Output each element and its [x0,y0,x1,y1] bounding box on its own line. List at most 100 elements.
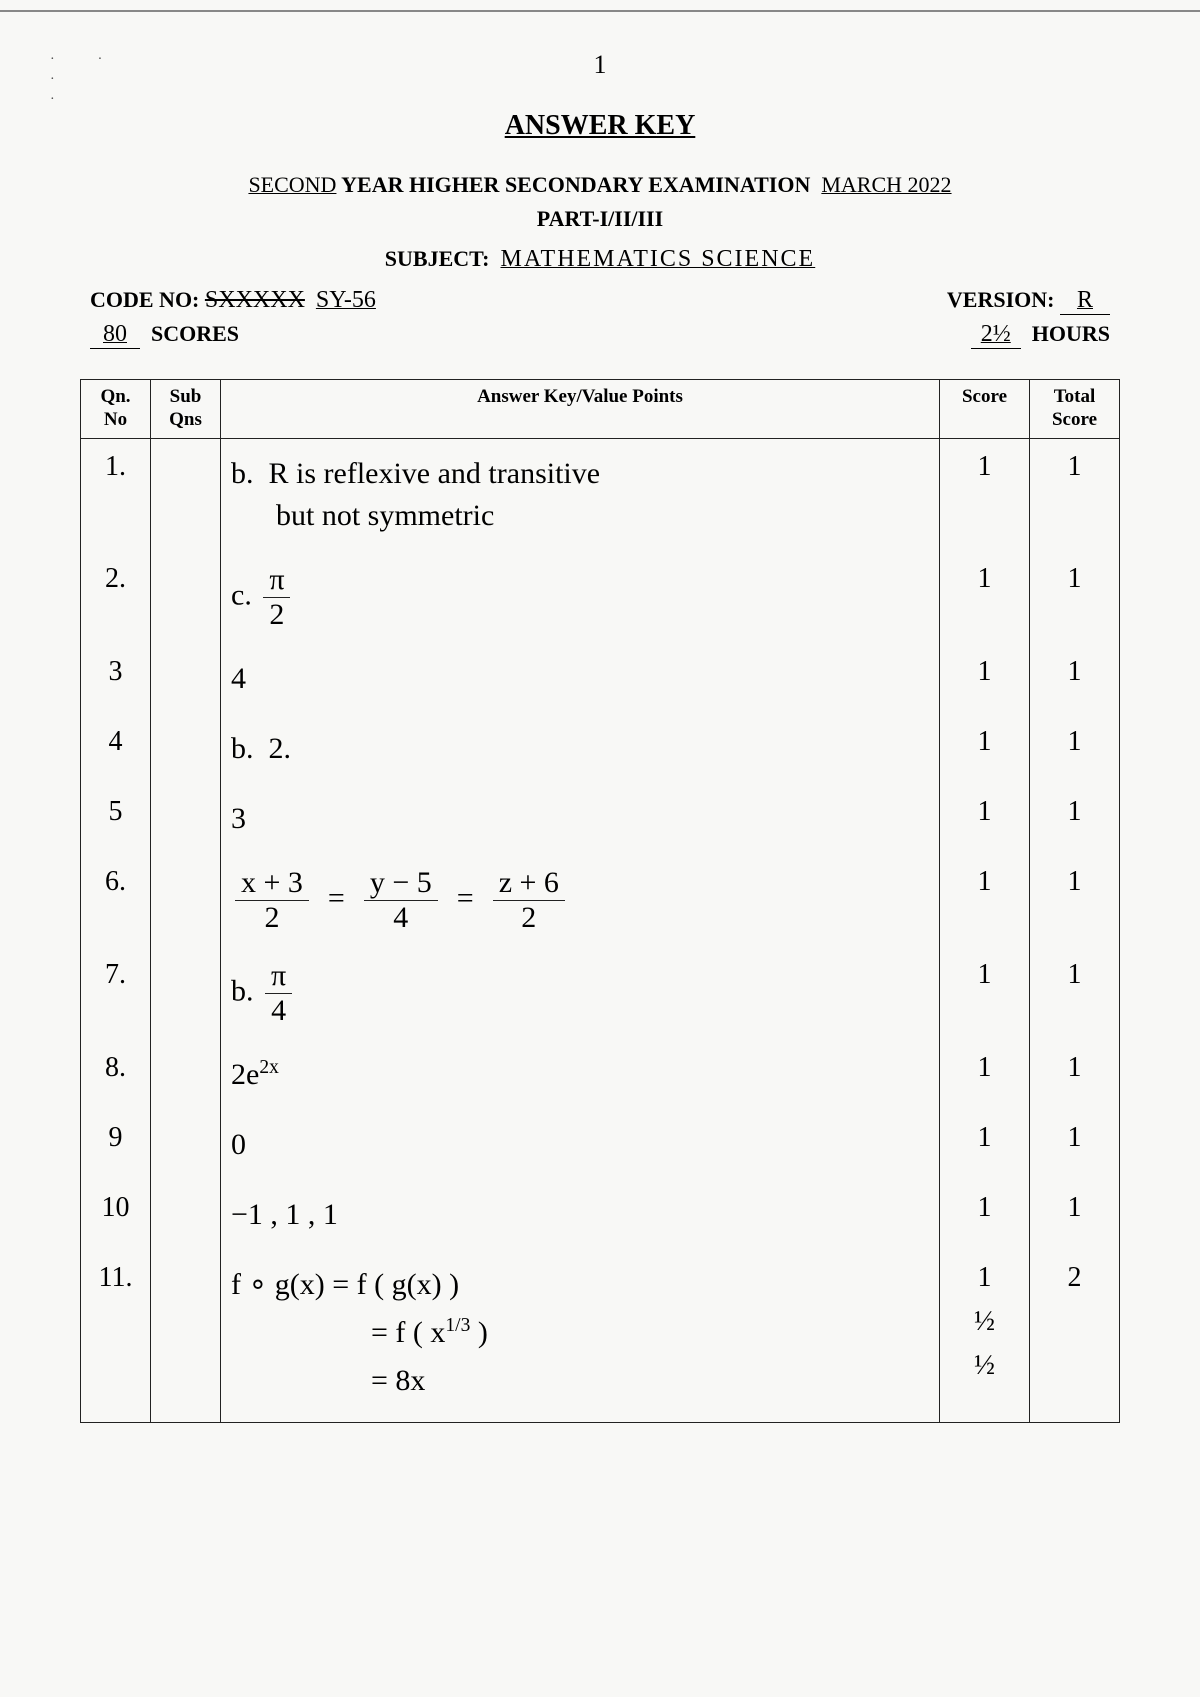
cell-qn: 4 [81,714,151,784]
th-ans: Answer Key/Value Points [221,380,940,439]
cell-sub [151,1110,221,1180]
code-strike: SXXXXX [205,287,305,313]
cell-total: 1 [1030,1110,1120,1180]
version-right: VERSION: R [947,287,1110,315]
cell-score: 1 [940,1180,1030,1250]
cell-total: 1 [1030,854,1120,947]
cell-score: 1 [940,714,1030,784]
cell-answer: 3 [221,784,940,854]
table-row: 4b. 2.11 [81,714,1120,784]
cell-score: 1 [940,854,1030,947]
cell-total: 1 [1030,784,1120,854]
table-row: 5311 [81,784,1120,854]
cell-qn: 1. [81,438,151,551]
cell-sub [151,1250,221,1423]
table-row: 7.b. π411 [81,947,1120,1040]
cell-score: 1 [940,1110,1030,1180]
cell-qn: 2. [81,551,151,644]
cell-qn: 8. [81,1040,151,1110]
exam-printed: YEAR HIGHER SECONDARY EXAMINATION [341,172,810,197]
table-row: 9011 [81,1110,1120,1180]
part-line: PART-I/II/III [80,206,1120,232]
cell-sub [151,1040,221,1110]
cell-sub [151,438,221,551]
cell-qn: 5 [81,784,151,854]
cell-total: 2 [1030,1250,1120,1423]
version-label: VERSION: [947,287,1055,312]
cell-qn: 7. [81,947,151,1040]
table-head: Qn. No Sub Qns Answer Key/Value Points S… [81,380,1120,439]
cell-sub [151,714,221,784]
code-hand: SY-56 [316,287,376,313]
table-row: 11. f ∘ g(x) = f ( g(x) )= f ( x1/3 )= 8x… [81,1250,1120,1423]
table-body: 1. b. R is reflexive and transitive but n… [81,438,1120,1422]
cell-answer: b. R is reflexive and transitive but not… [221,438,940,551]
cell-answer: f ∘ g(x) = f ( g(x) )= f ( x1/3 )= 8x [221,1250,940,1423]
cell-sub [151,644,221,714]
document-title: ANSWER KEY [80,110,1120,142]
scan-artifact-dots: · ··· [50,50,114,110]
cell-score: 1 [940,947,1030,1040]
cell-answer: 2e2x [221,1040,940,1110]
table-row: 10−1 , 1 , 111 [81,1180,1120,1250]
th-total: Total Score [1030,380,1120,439]
cell-answer: b. 2. [221,714,940,784]
hours-hand: 2½ [971,321,1021,349]
document-page: · ··· 1 ANSWER KEY SECOND YEAR HIGHER SE… [0,0,1200,1697]
exam-line: SECOND YEAR HIGHER SECONDARY EXAMINATION… [80,172,1120,198]
table-row: 2.c. π211 [81,551,1120,644]
cell-score: 1 [940,644,1030,714]
cell-score: 1½½ [940,1250,1030,1423]
scores-hand: 80 [90,321,140,349]
cell-answer: x + 32 = y − 54 = z + 62 [221,854,940,947]
code-left: CODE NO: SXXXXX SY-56 [90,287,376,315]
top-rule [0,10,1200,12]
hours-label: HOURS [1032,321,1110,346]
cell-qn: 3 [81,644,151,714]
cell-total: 1 [1030,714,1120,784]
cell-sub [151,784,221,854]
cell-score: 1 [940,551,1030,644]
scores-label: SCORES [151,321,239,346]
cell-qn: 6. [81,854,151,947]
subject-label: SUBJECT: [385,246,490,271]
exam-year-hand: SECOND [248,172,336,197]
cell-qn: 9 [81,1110,151,1180]
cell-answer: b. π4 [221,947,940,1040]
page-number: 1 [80,50,1120,80]
subject-hand: MATHEMATICS SCIENCE [501,246,816,272]
table-row: 3411 [81,644,1120,714]
cell-qn: 10 [81,1180,151,1250]
cell-answer: 4 [221,644,940,714]
cell-sub [151,854,221,947]
cell-qn: 11. [81,1250,151,1423]
cell-sub [151,947,221,1040]
cell-total: 1 [1030,947,1120,1040]
answer-table: Qn. No Sub Qns Answer Key/Value Points S… [80,379,1120,1423]
cell-sub [151,1180,221,1250]
cell-total: 1 [1030,1040,1120,1110]
hours-right: 2½ HOURS [971,321,1110,349]
cell-score: 1 [940,784,1030,854]
cell-score: 1 [940,1040,1030,1110]
cell-total: 1 [1030,551,1120,644]
th-sub: Sub Qns [151,380,221,439]
cell-answer: −1 , 1 , 1 [221,1180,940,1250]
cell-score: 1 [940,438,1030,551]
cell-total: 1 [1030,1180,1120,1250]
table-row: 8.2e2x11 [81,1040,1120,1110]
version-hand: R [1060,287,1110,315]
scores-hours-row: 80 SCORES 2½ HOURS [80,321,1120,349]
exam-date-hand: MARCH 2022 [821,172,951,197]
scores-left: 80 SCORES [90,321,239,349]
th-qn: Qn. No [81,380,151,439]
th-score: Score [940,380,1030,439]
cell-answer: c. π2 [221,551,940,644]
cell-sub [151,551,221,644]
code-label: CODE NO: [90,287,199,312]
cell-answer: 0 [221,1110,940,1180]
cell-total: 1 [1030,438,1120,551]
cell-total: 1 [1030,644,1120,714]
code-version-row: CODE NO: SXXXXX SY-56 VERSION: R [80,287,1120,315]
subject-line: SUBJECT: MATHEMATICS SCIENCE [80,246,1120,273]
